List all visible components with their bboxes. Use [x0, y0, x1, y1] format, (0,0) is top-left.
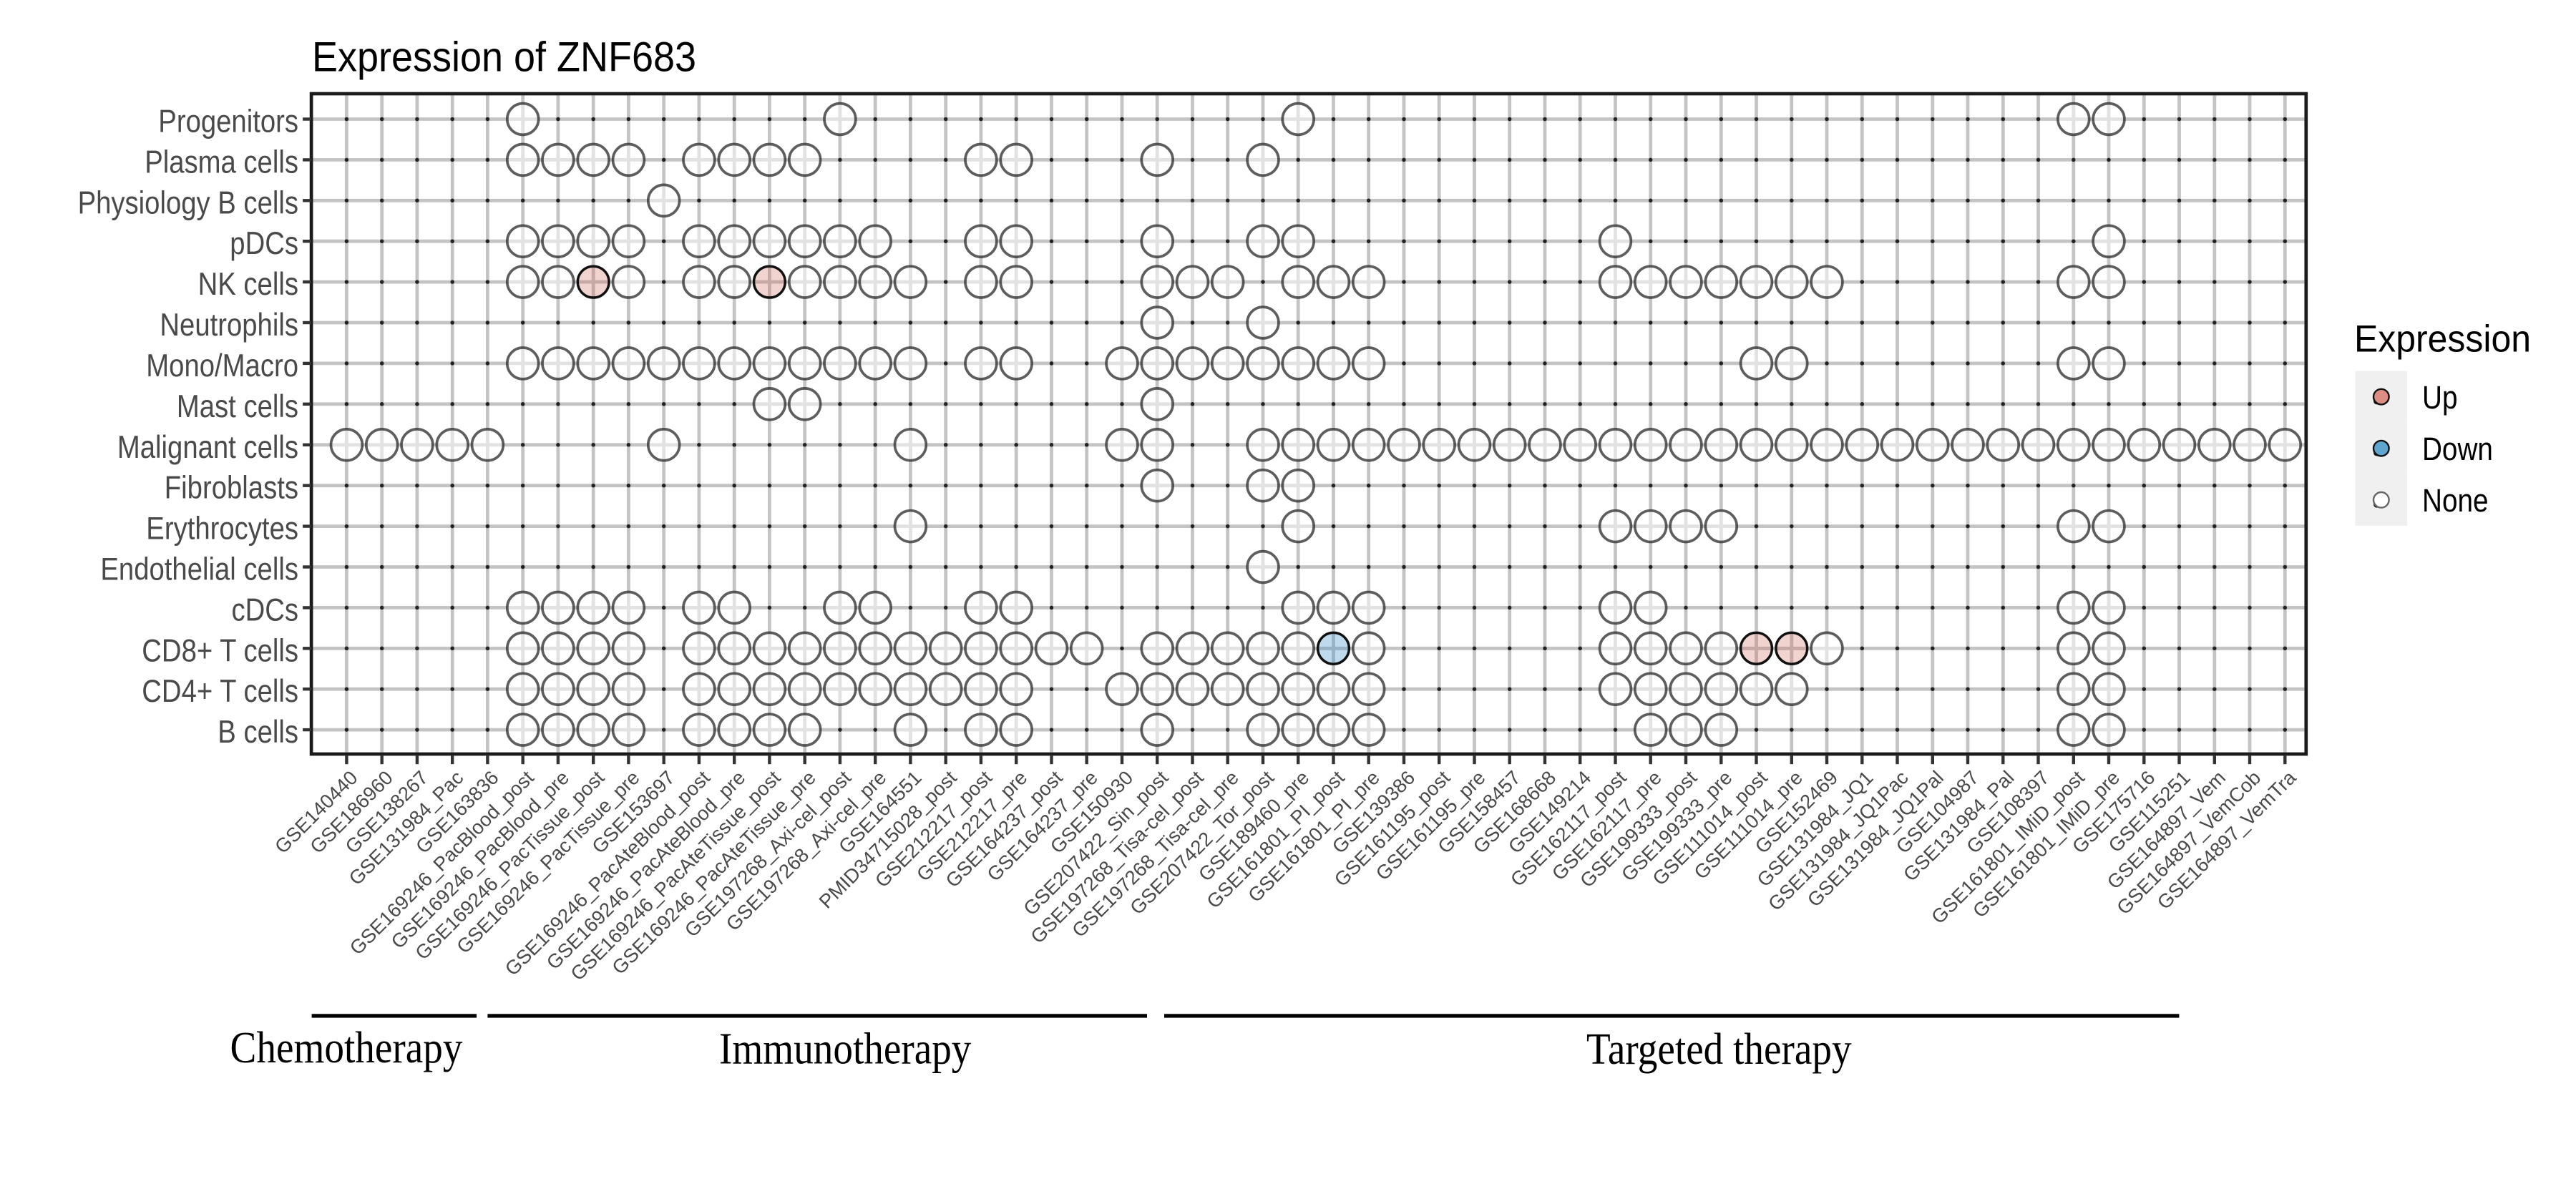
svg-text:B cells: B cells — [218, 715, 298, 750]
svg-text:Expression of ZNF683: Expression of ZNF683 — [312, 34, 696, 81]
svg-text:Plasma cells: Plasma cells — [145, 145, 298, 180]
svg-text:Mono/Macro: Mono/Macro — [146, 348, 298, 383]
svg-text:Erythrocytes: Erythrocytes — [146, 512, 298, 547]
svg-text:CD4+ T cells: CD4+ T cells — [142, 674, 298, 709]
svg-text:Expression: Expression — [2354, 318, 2531, 361]
svg-text:Physiology B cells: Physiology B cells — [78, 185, 298, 220]
svg-text:Targeted therapy: Targeted therapy — [1586, 1025, 1852, 1074]
svg-text:Fibroblasts: Fibroblasts — [165, 471, 298, 506]
svg-text:CD8+ T cells: CD8+ T cells — [142, 633, 298, 668]
svg-text:Up: Up — [2422, 379, 2458, 416]
svg-text:pDCs: pDCs — [230, 226, 298, 261]
svg-text:None: None — [2422, 482, 2489, 519]
svg-text:Neutrophils: Neutrophils — [160, 308, 298, 343]
svg-text:NK cells: NK cells — [198, 267, 298, 302]
svg-text:cDCs: cDCs — [232, 592, 299, 627]
svg-text:Progenitors: Progenitors — [158, 104, 298, 140]
svg-text:Chemotherapy: Chemotherapy — [230, 1024, 463, 1072]
svg-text:Malignant cells: Malignant cells — [117, 430, 298, 465]
svg-text:Endothelial cells: Endothelial cells — [100, 552, 298, 587]
svg-text:Mast cells: Mast cells — [177, 389, 298, 424]
svg-text:Immunotherapy: Immunotherapy — [719, 1025, 971, 1074]
svg-text:Down: Down — [2422, 431, 2493, 467]
